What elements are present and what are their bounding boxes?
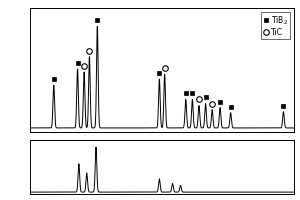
Legend: TiB$_2$, TiC: TiB$_2$, TiC	[261, 12, 290, 39]
